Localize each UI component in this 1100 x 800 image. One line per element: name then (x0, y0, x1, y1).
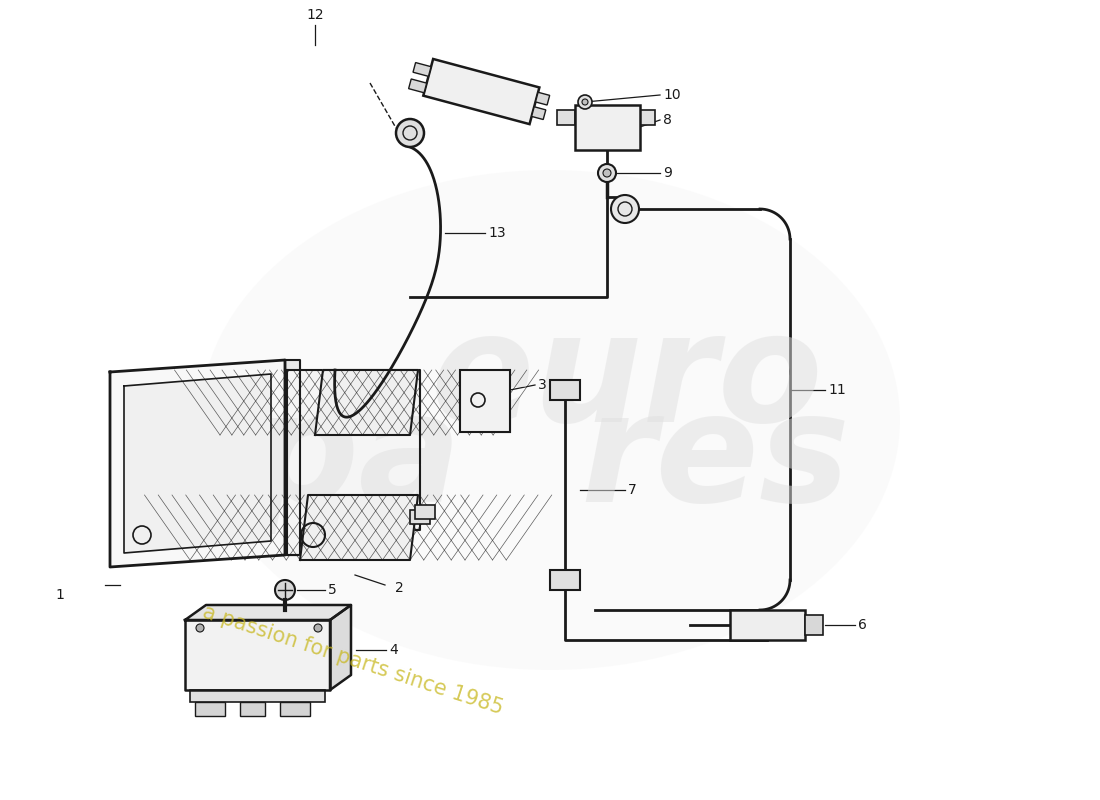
Text: 3: 3 (538, 378, 547, 392)
Circle shape (396, 119, 424, 147)
Text: 8: 8 (663, 113, 672, 127)
Text: 7: 7 (628, 483, 637, 497)
Text: euro: euro (430, 306, 823, 454)
Ellipse shape (200, 170, 900, 670)
Polygon shape (315, 370, 418, 435)
Bar (415, 505, 434, 519)
Text: 5: 5 (328, 583, 337, 597)
Text: 10: 10 (663, 88, 681, 102)
Circle shape (598, 164, 616, 182)
Bar (531, 106, 546, 119)
Circle shape (582, 99, 588, 105)
Circle shape (275, 580, 295, 600)
Bar (550, 570, 580, 590)
Polygon shape (495, 412, 510, 432)
Bar (408, 79, 427, 93)
Polygon shape (124, 374, 271, 553)
Bar (195, 702, 226, 716)
Text: 12: 12 (306, 8, 323, 22)
Bar (640, 110, 654, 125)
Polygon shape (300, 495, 418, 560)
Bar (460, 370, 510, 432)
Bar (557, 110, 575, 125)
Polygon shape (110, 360, 285, 567)
Text: 9: 9 (663, 166, 672, 180)
Circle shape (610, 195, 639, 223)
Bar (805, 615, 823, 635)
Text: 11: 11 (828, 383, 846, 397)
Bar (410, 510, 430, 524)
Bar (730, 610, 805, 640)
Text: 1: 1 (56, 588, 65, 602)
Circle shape (603, 169, 611, 177)
Text: a passion for parts since 1985: a passion for parts since 1985 (200, 602, 506, 718)
Bar (190, 690, 324, 702)
Text: 2: 2 (395, 581, 404, 595)
Bar (240, 702, 265, 716)
Circle shape (314, 624, 322, 632)
Circle shape (578, 95, 592, 109)
Polygon shape (330, 605, 351, 690)
Bar (575, 105, 640, 150)
Text: 4: 4 (389, 643, 398, 657)
Bar (536, 92, 550, 105)
Bar (412, 62, 431, 76)
Text: 6: 6 (858, 618, 867, 632)
Text: 13: 13 (488, 226, 506, 240)
Circle shape (196, 624, 204, 632)
Bar (550, 380, 580, 400)
Text: pa: pa (250, 386, 462, 534)
Bar (280, 702, 310, 716)
Polygon shape (185, 605, 351, 620)
Polygon shape (287, 370, 420, 555)
Polygon shape (185, 620, 330, 690)
Bar (424, 59, 539, 124)
Polygon shape (285, 360, 300, 555)
Text: res: res (580, 386, 850, 534)
